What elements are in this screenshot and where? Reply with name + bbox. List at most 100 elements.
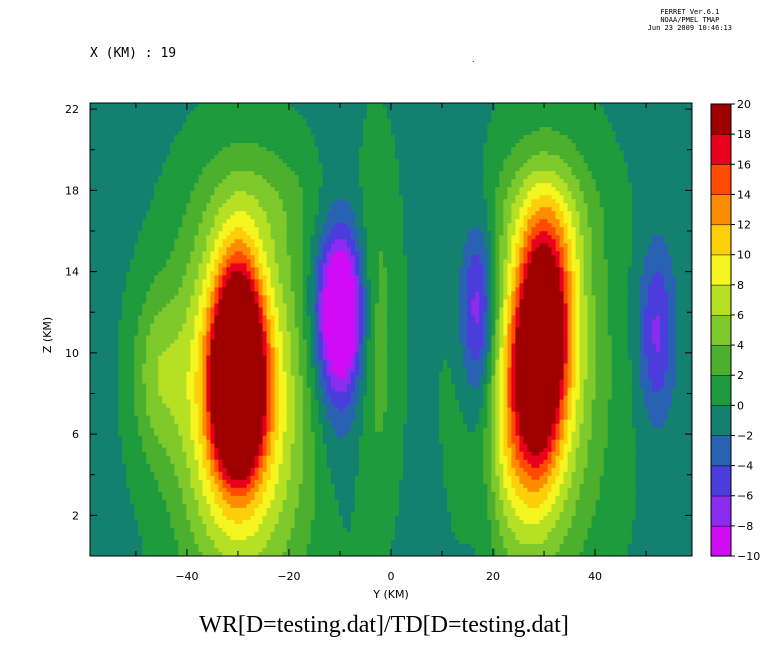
contour-cell [218,115,224,120]
contour-cell [190,127,195,132]
contour-cell [242,191,248,196]
contour-cell [150,103,155,108]
contour-cell [551,183,557,188]
contour-cell [523,163,529,168]
contour-cell [134,131,139,136]
contour-cell [114,211,119,216]
contour-cell [599,179,605,184]
contour-cell [330,175,336,180]
contour-cell [391,203,396,208]
contour-cell [126,167,131,172]
contour-cell [563,115,569,120]
contour-cell [350,135,356,140]
contour-cell [266,211,272,216]
contour-cell [679,179,685,184]
contour-cell [386,231,392,236]
contour-cell [230,159,236,164]
contour-cell [118,195,123,200]
contour-cell [663,135,669,140]
contour-cell [282,107,288,112]
contour-cell [487,139,492,144]
contour-cell [487,183,492,188]
contour-cell [386,211,392,216]
contour-cell [238,127,244,132]
contour-cell [302,195,308,200]
contour-cell [683,219,689,224]
contour-cell [639,207,645,212]
contour-cell [647,143,653,148]
contour-cell [651,183,657,188]
contour-cell [543,231,549,236]
contour-cell [310,135,316,140]
contour-cell [683,155,689,160]
contour-cell [250,183,256,188]
contour-cell [166,115,171,120]
contour-cell [587,179,593,184]
contour-cell [391,223,396,228]
contour-cell [523,139,529,144]
contour-cell [619,187,625,192]
contour-cell [499,103,504,108]
contour-cell [643,191,649,196]
contour-cell [382,187,388,192]
contour-cell [551,163,557,168]
contour-cell [639,167,645,172]
contour-cell [246,135,252,140]
contour-cell [611,139,617,144]
contour-cell [330,103,336,108]
contour-cell [214,215,220,220]
contour-cell [342,143,348,148]
contour-cell [531,171,537,176]
contour-cell [370,135,376,140]
contour-cell [495,207,500,212]
contour-cell [535,151,541,156]
contour-cell [370,159,376,164]
contour-cell [471,103,476,108]
contour-cell [150,167,155,172]
contour-cell [254,235,260,240]
contour-cell [142,123,147,128]
contour-cell [162,187,167,192]
contour-cell [407,167,412,172]
contour-cell [282,191,288,196]
contour-cell [675,171,681,176]
contour-cell [238,135,244,140]
contour-cell [282,187,288,192]
contour-cell [583,195,589,200]
contour-cell [126,159,131,164]
contour-cell [146,183,151,188]
slice-label: X (KM) : 19 [90,46,177,61]
contour-cell [543,187,549,192]
contour-cell [475,191,480,196]
contour-cell [270,199,276,204]
contour-cell [170,195,175,200]
contour-cell [671,215,677,220]
contour-cell [655,155,661,160]
contour-cell [214,227,220,232]
contour-cell [675,163,681,168]
contour-cell [94,123,99,128]
contour-cell [647,111,653,116]
contour-cell [479,195,484,200]
contour-cell [555,139,561,144]
contour-cell [407,203,412,208]
contour-cell [391,195,396,200]
contour-cell [575,171,581,176]
contour-cell [475,127,480,132]
contour-cell [158,135,163,140]
contour-cell [435,227,440,232]
contour-cell [330,147,336,152]
contour-cell [254,219,260,224]
contour-cell [182,163,187,168]
contour-cell [102,211,107,216]
contour-cell [158,155,163,160]
contour-cell [575,199,581,204]
contour-cell [186,199,191,204]
contour-cell [378,215,384,220]
contour-cell [475,163,480,168]
contour-cell [162,147,167,152]
contour-cell [567,191,573,196]
contour-cell [411,103,416,108]
contour-cell [671,163,677,168]
contour-cell [531,115,537,120]
